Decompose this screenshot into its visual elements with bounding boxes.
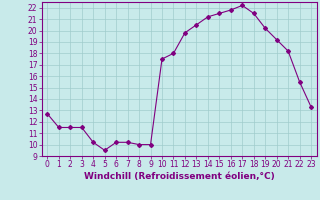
X-axis label: Windchill (Refroidissement éolien,°C): Windchill (Refroidissement éolien,°C) <box>84 172 275 181</box>
